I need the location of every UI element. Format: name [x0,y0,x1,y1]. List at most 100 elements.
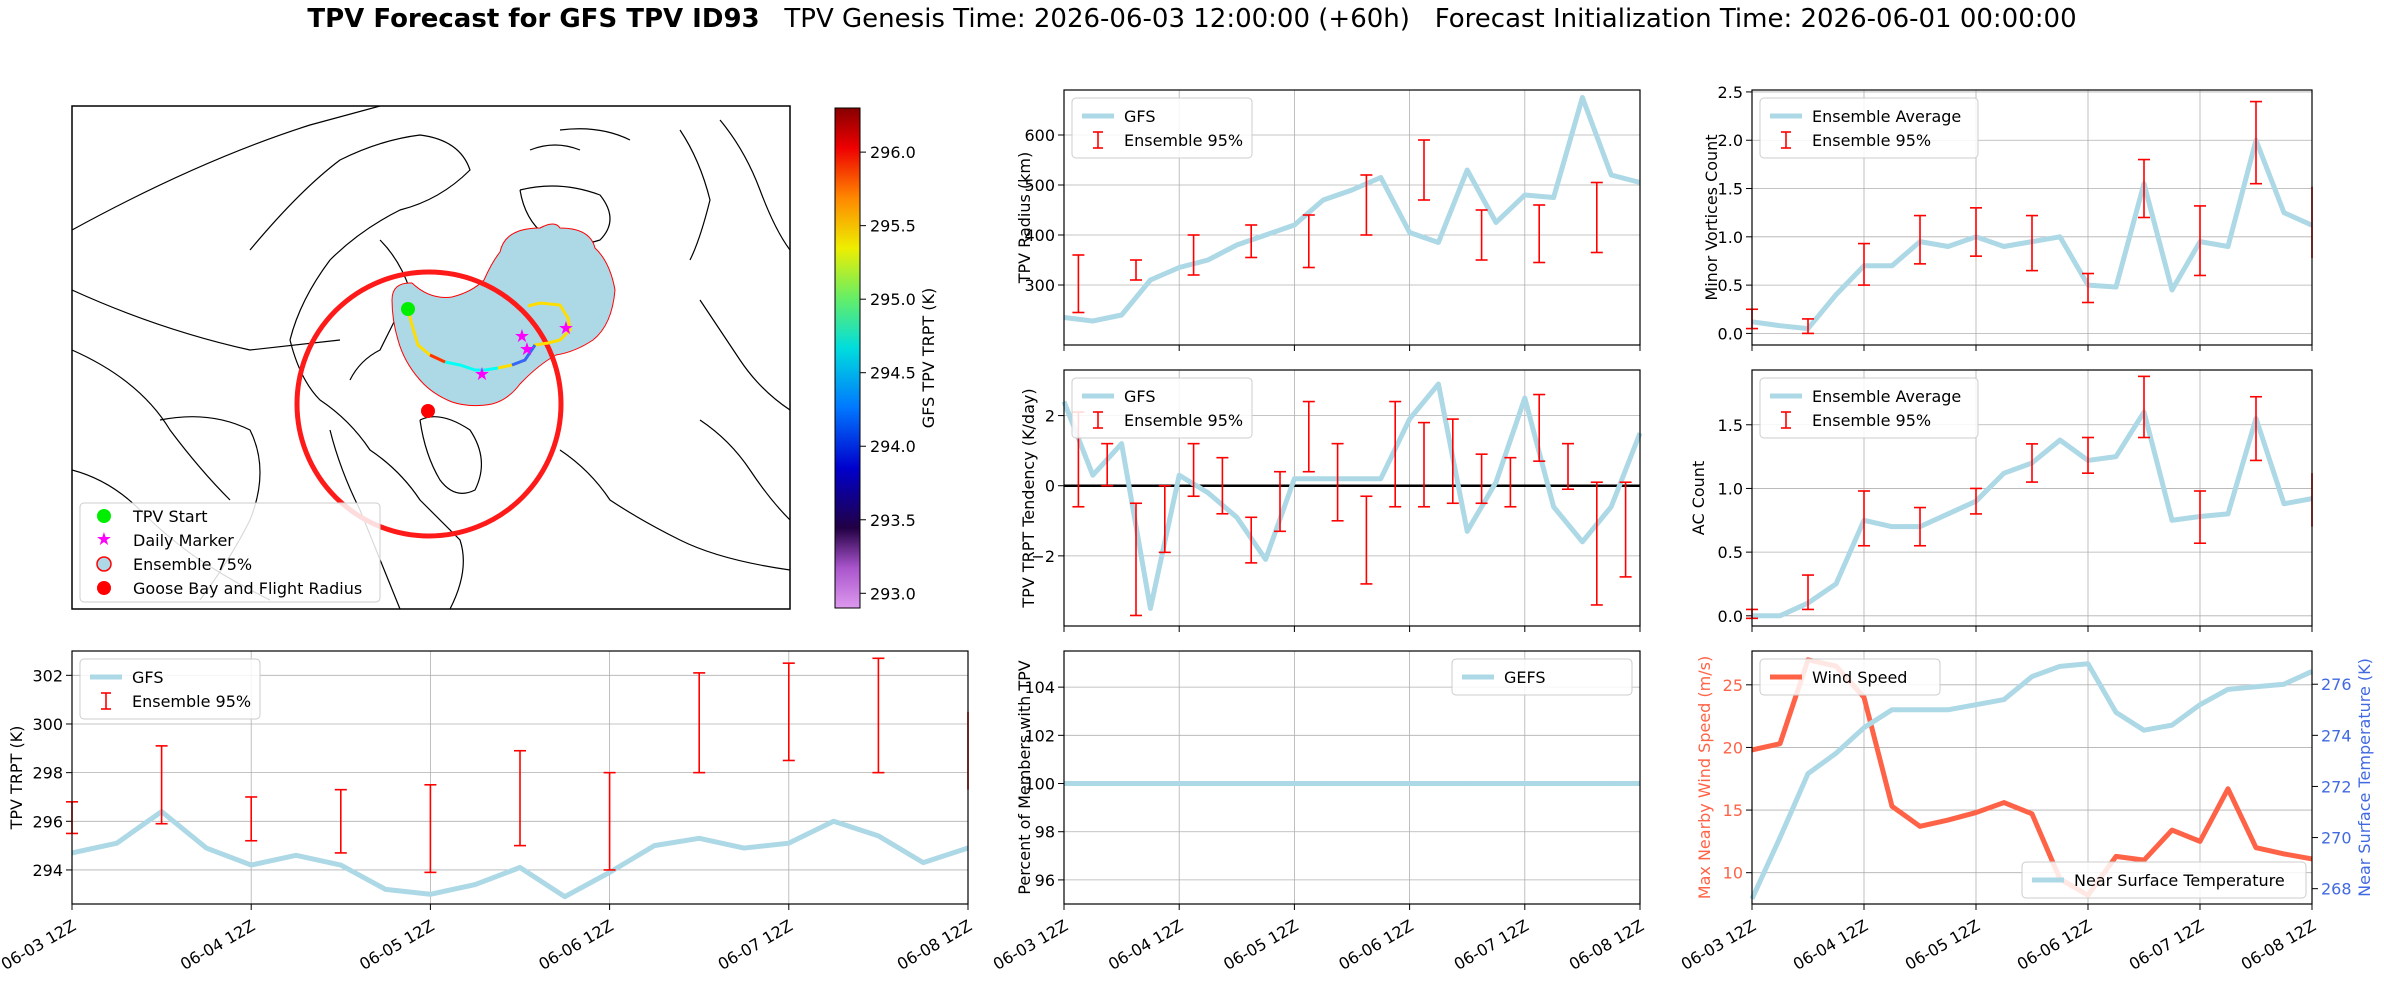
x-tick-label: 06-06 12Z [535,916,616,974]
legend-label: Ensemble Average [1812,107,1961,126]
y-tick-label: −2 [1031,547,1055,566]
y2-tick-label: 276 [2321,675,2352,694]
plot-frame [1063,89,1641,346]
y2-axis-label: Near Surface Temperature (K) [2355,658,2374,897]
map-coastlines [72,106,790,609]
tpv-start-marker [401,302,415,316]
figure-title-init: Forecast Initialization Time: 2026-06-01… [1434,4,2077,34]
y-tick-label: 1.5 [1718,416,1743,435]
goose-bay-marker [421,404,435,418]
y-tick-label: 1.0 [1718,228,1743,247]
x-tick-label: 06-05 12Z [356,916,437,974]
y-tick-label: 0.5 [1718,276,1743,295]
y-axis-label: Percent of Members with TPV [1015,660,1034,894]
x-tick-label: 06-03 12Z [1678,916,1759,974]
y-tick-label: 2.5 [1718,83,1743,102]
figure-title: TPV Forecast for GFS TPV ID93 TPV Genesi… [0,4,2384,34]
plot-frame [1063,650,1641,905]
legend-label: GFS [1124,107,1155,126]
radius-chart: 300 400 500 600 TPV Radius (km) GFS Ensemble 9… [1015,89,1641,351]
map-legend-ensemble: Ensemble 75% [133,555,252,574]
plot-frame [71,650,969,905]
percent-members-chart: 06-03 12Z 06-04 12Z 06-05 12Z 06-06 12Z 06-0… [990,650,1647,974]
red-dot-icon [97,581,111,595]
colorbar: 293.0 293.5 294.0 294.5 295.0 295.5 296.0 GFS … [834,107,938,609]
legend-label: Ensemble Average [1812,387,1961,406]
y-axis-label: AC Count [1689,461,1708,535]
wind-temperature-chart: 06-03 12Z 06-04 12Z 06-05 12Z 06-06 12Z 06-0… [1678,650,2374,974]
y-tick-label: 102 [1024,726,1055,745]
y-tick-label: 98 [1035,823,1055,842]
legend-label: GFS [1124,387,1155,406]
green-dot-icon [97,509,111,523]
x-tick-label: 06-05 12Z [1902,916,1983,974]
y-axis-label: Max Nearby Wind Speed (m/s) [1695,656,1714,899]
legend-label: Ensemble 95% [1124,411,1243,430]
x-tick-label: 06-07 12Z [2126,916,2207,974]
legend-box [1759,377,1979,439]
figure-title-genesis: TPV Genesis Time: 2026-06-03 12:00:00 (+… [784,4,1410,34]
y-tick-label: 298 [32,764,63,783]
map-legend-start: TPV Start [132,507,208,526]
plot-frame [1751,369,2313,627]
y2-tick-label: 270 [2321,829,2352,848]
y-tick-label: 0.0 [1718,607,1743,626]
y-tick-label: 600 [1024,126,1055,145]
legend-label: GEFS [1504,668,1546,687]
legend-label: GFS [132,668,163,687]
y-tick-label: 2.0 [1718,131,1743,150]
y-axis-label: Minor Vortices Count [1702,134,1721,300]
y-tick-label: 296 [32,812,63,831]
map-legend-goosebay: Goose Bay and Flight Radius [133,579,362,598]
y-tick-label: 0.0 [1718,324,1743,343]
y2-tick-label: 268 [2321,880,2352,899]
plot-frame [1751,650,2313,905]
x-tick-label: 06-04 12Z [177,916,258,974]
y-tick-label: 96 [1035,871,1055,890]
colorbar-tick-label: 295.0 [870,290,916,309]
svg-text:★: ★ [558,318,574,339]
y-axis-label: TPV TRPT (K) [7,726,26,831]
legend-box [79,658,261,720]
legend-label: Ensemble 95% [132,692,251,711]
x-tick-label: 06-08 12Z [1566,916,1647,974]
svg-text:★: ★ [474,364,490,385]
colorbar-tick-label: 294.0 [870,437,916,456]
trpt-chart: 06-03 12Z 06-04 12Z 06-05 12Z 06-06 12Z 06-0… [0,650,975,974]
colorbar-label: GFS TPV TRPT (K) [919,288,938,428]
legend-label: Wind Speed [1812,668,1907,687]
y-tick-label: 25 [1723,676,1743,695]
x-tick-label: 06-03 12Z [990,916,1071,974]
y-tick-label: 2 [1045,407,1055,426]
svg-text:★: ★ [519,339,535,360]
y-tick-label: 500 [1024,176,1055,195]
y-axis-label: TPV TRPT Tendency (K/day) [1019,388,1038,608]
ensemble-circle-icon [96,556,112,572]
y-tick-label: 10 [1723,864,1743,883]
legend-box [1071,97,1253,159]
y-axis-label: TPV Radius (km) [1015,152,1034,285]
x-tick-label: 06-06 12Z [1335,916,1416,974]
y-tick-label: 1.0 [1718,479,1743,498]
map-panel: ★ ★ ★ ★ ★ TPV Start Daily Marker Ensembl… [71,105,938,610]
x-tick-label: 06-08 12Z [2238,916,2319,974]
y-tick-label: 400 [1024,226,1055,245]
ensemble-75-region: ★ ★ ★ ★ [294,223,616,539]
x-tick-label: 06-08 12Z [894,916,975,974]
legend2-box [2021,861,2307,899]
y-tick-label: 300 [32,715,63,734]
ac-count-chart: 0.0 0.5 1.0 1.5 AC Count Ensemble Average Ense… [1689,369,2313,632]
x-tick-label: 06-07 12Z [715,916,796,974]
y-tick-label: 294 [32,861,63,880]
x-tick-label: 06-04 12Z [1790,916,1871,974]
y-tick-label: 0.5 [1718,543,1743,562]
magenta-star-icon: ★ [96,529,112,550]
map-legend-daily: Daily Marker [133,531,234,550]
y-tick-label: 300 [1024,276,1055,295]
y-tick-label: 0 [1045,477,1055,496]
legend-label: Ensemble 95% [1124,131,1243,150]
legend-box [1071,377,1253,439]
legend-box [1451,658,1633,696]
y-tick-label: 1.5 [1718,180,1743,199]
y2-tick-label: 272 [2321,777,2352,796]
